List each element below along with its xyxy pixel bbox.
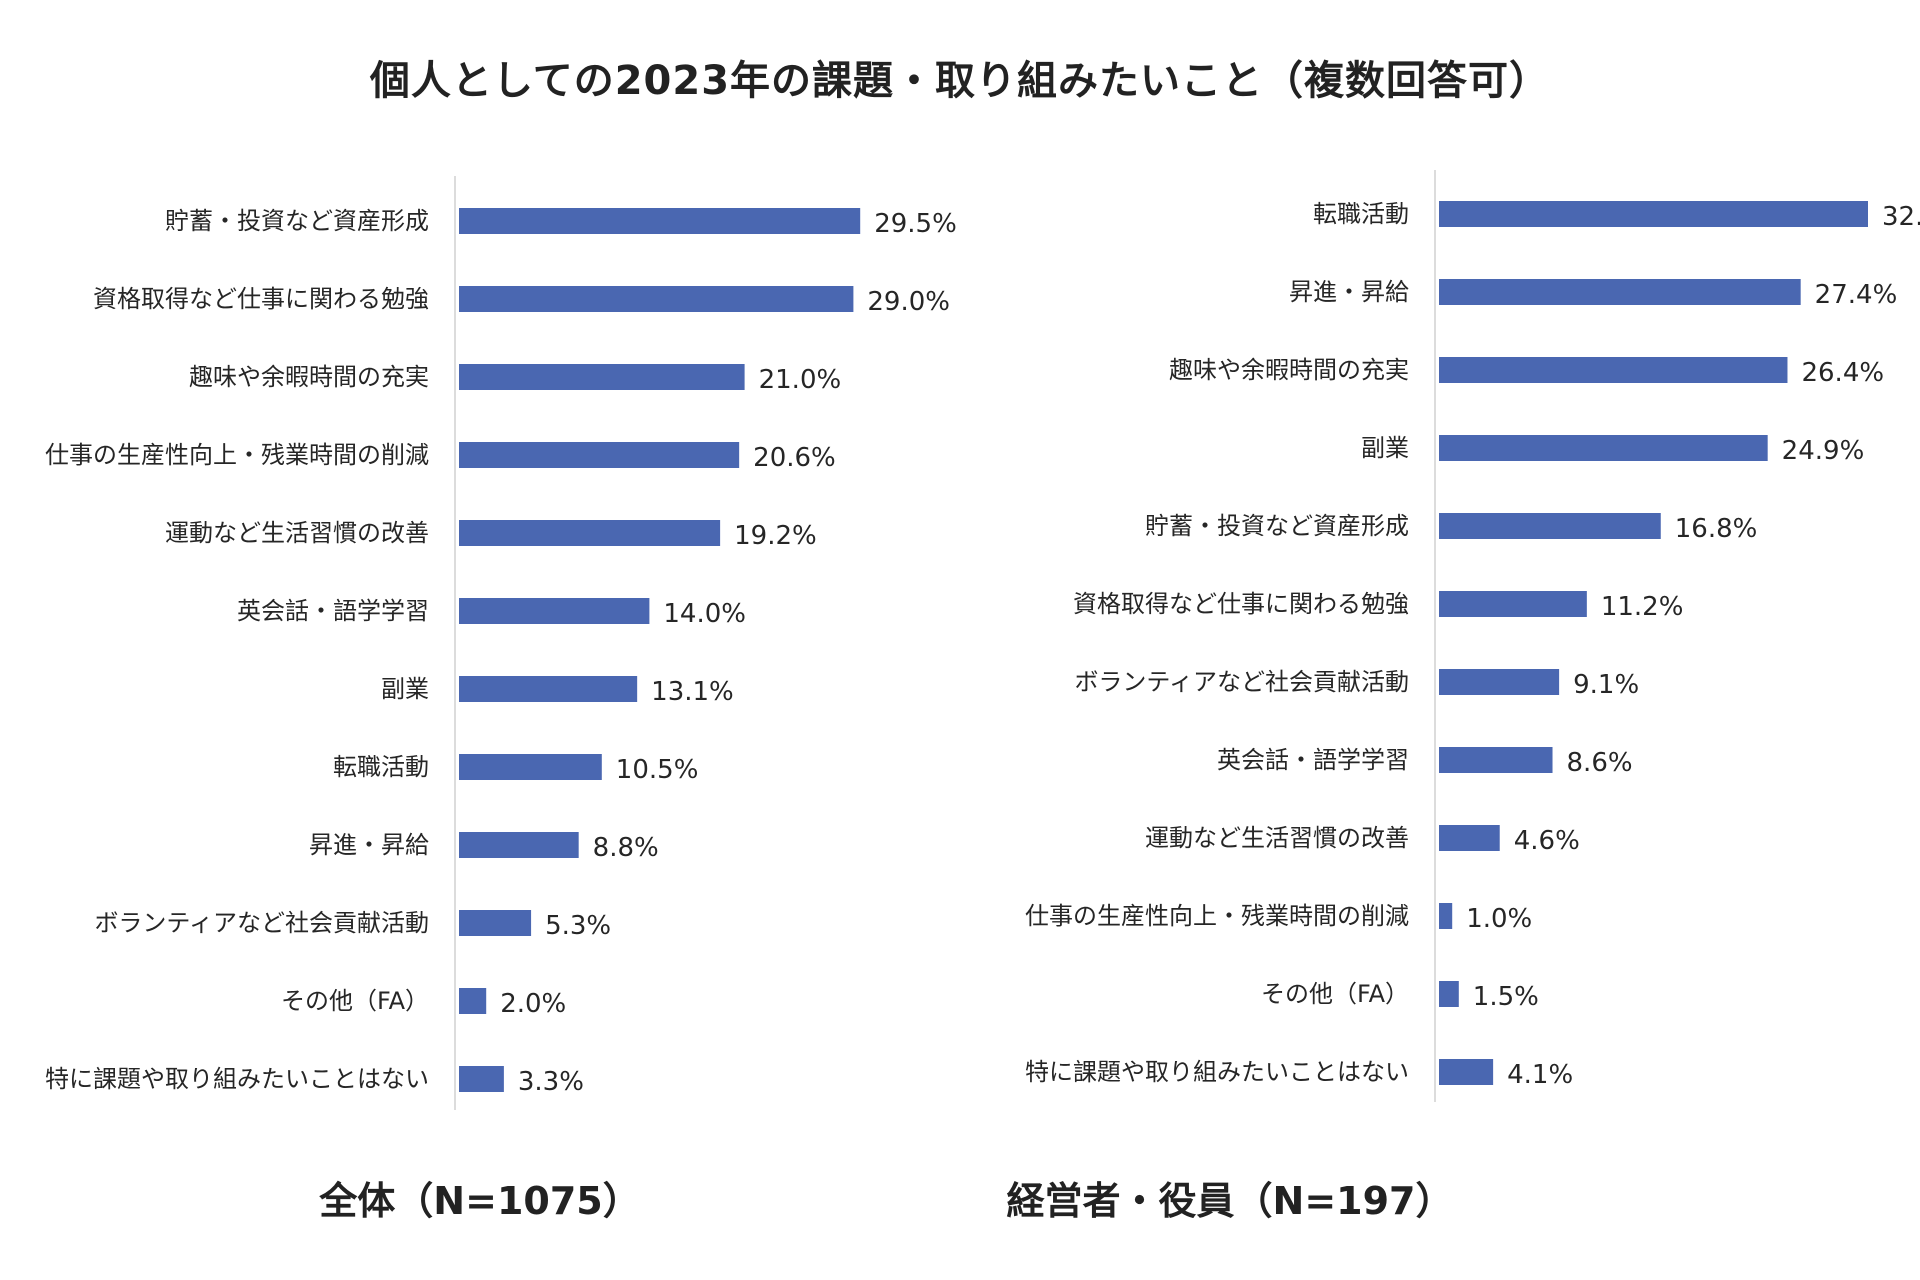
bar bbox=[459, 988, 487, 1014]
bar bbox=[459, 754, 602, 780]
bar bbox=[1439, 747, 1553, 773]
bar bbox=[1439, 513, 1661, 539]
bar bbox=[1439, 669, 1560, 695]
value-label: 3.3% bbox=[518, 1067, 584, 1097]
bar bbox=[1439, 201, 1868, 227]
bar bbox=[1439, 903, 1453, 929]
category-label: 資格取得など仕事に関わる勉強 bbox=[93, 285, 429, 313]
category-label: 転職活動 bbox=[333, 753, 429, 781]
value-label: 24.9% bbox=[1782, 436, 1865, 466]
bar bbox=[1439, 1059, 1494, 1085]
chart-title: 個人としての2023年の課題・取り組みたいこと（複数回答可） bbox=[369, 58, 1551, 104]
bar-chart-executives: 転職活動 32.5% 昇進・昇給 27.4% 趣味や余暇時間の充実 26.4% 副業 24.9… bbox=[1025, 170, 1920, 1102]
category-label: 資格取得など仕事に関わる勉強 bbox=[1073, 590, 1409, 618]
value-label: 19.2% bbox=[734, 521, 817, 551]
category-label: 趣味や余暇時間の充実 bbox=[189, 363, 429, 391]
category-label: 副業 bbox=[1361, 434, 1409, 462]
category-label: 貯蓄・投資など資産形成 bbox=[165, 207, 429, 235]
bar bbox=[459, 520, 721, 546]
value-label: 10.5% bbox=[616, 755, 699, 785]
category-label: ボランティアなど社会貢献活動 bbox=[1074, 668, 1409, 696]
category-label: 特に課題や取り組みたいことはない bbox=[1025, 1058, 1409, 1086]
value-label: 26.4% bbox=[1801, 358, 1884, 388]
bar bbox=[1439, 435, 1768, 461]
category-label: 英会話・語学学習 bbox=[237, 597, 429, 625]
category-label: 仕事の生産性向上・残業時間の削減 bbox=[1025, 902, 1409, 930]
bar bbox=[459, 208, 861, 234]
bar bbox=[459, 364, 745, 390]
bar bbox=[459, 442, 740, 468]
value-label: 16.8% bbox=[1675, 514, 1758, 544]
value-label: 1.5% bbox=[1473, 982, 1539, 1012]
category-label: 転職活動 bbox=[1313, 200, 1409, 228]
bar bbox=[1439, 981, 1459, 1007]
value-label: 13.1% bbox=[651, 677, 734, 707]
value-label: 14.0% bbox=[663, 599, 746, 629]
bar bbox=[1439, 279, 1801, 305]
chart-panel-all: 貯蓄・投資など資産形成 29.5% 資格取得など仕事に関わる勉強 29.0% 趣味や余暇… bbox=[0, 170, 960, 1120]
bar bbox=[1439, 357, 1788, 383]
bar bbox=[459, 832, 579, 858]
value-label: 21.0% bbox=[759, 365, 842, 395]
bar bbox=[459, 286, 854, 312]
chart-panel-executives: 転職活動 32.5% 昇進・昇給 27.4% 趣味や余暇時間の充実 26.4% 副業 24.9… bbox=[980, 170, 1920, 1120]
category-label: その他（FA） bbox=[281, 987, 429, 1015]
bar bbox=[459, 676, 638, 702]
value-label: 8.8% bbox=[593, 833, 659, 863]
value-label: 1.0% bbox=[1466, 904, 1532, 934]
value-label: 29.0% bbox=[867, 287, 950, 317]
value-label: 2.0% bbox=[500, 989, 566, 1019]
value-label: 11.2% bbox=[1601, 592, 1684, 622]
category-label: ボランティアなど社会貢献活動 bbox=[94, 909, 429, 937]
chart-subtitle-all: 全体（N=1075） bbox=[319, 1179, 641, 1223]
category-label: 趣味や余暇時間の充実 bbox=[1169, 356, 1409, 384]
bar bbox=[459, 598, 650, 624]
category-label: 運動など生活習慣の改善 bbox=[165, 519, 429, 547]
chart-subtitle-executives: 経営者・役員（N=197） bbox=[1006, 1179, 1454, 1223]
value-label: 32.5% bbox=[1882, 202, 1920, 232]
category-label: 貯蓄・投資など資産形成 bbox=[1145, 512, 1409, 540]
value-label: 20.6% bbox=[753, 443, 836, 473]
bar bbox=[1439, 825, 1500, 851]
category-label: その他（FA） bbox=[1261, 980, 1409, 1008]
value-label: 27.4% bbox=[1815, 280, 1898, 310]
category-label: 仕事の生産性向上・残業時間の削減 bbox=[45, 441, 429, 469]
bar-chart-all: 貯蓄・投資など資産形成 29.5% 資格取得など仕事に関わる勉強 29.0% 趣味や余暇… bbox=[45, 176, 957, 1110]
value-label: 4.6% bbox=[1514, 826, 1580, 856]
value-label: 8.6% bbox=[1567, 748, 1633, 778]
category-label: 昇進・昇給 bbox=[1289, 278, 1409, 306]
category-label: 運動など生活習慣の改善 bbox=[1145, 824, 1409, 852]
category-label: 英会話・語学学習 bbox=[1217, 746, 1409, 774]
value-label: 5.3% bbox=[545, 911, 611, 941]
value-label: 9.1% bbox=[1573, 670, 1639, 700]
bar bbox=[1439, 591, 1587, 617]
value-label: 4.1% bbox=[1507, 1060, 1573, 1090]
category-label: 特に課題や取り組みたいことはない bbox=[45, 1065, 429, 1093]
category-label: 昇進・昇給 bbox=[309, 831, 429, 859]
bar bbox=[459, 1066, 504, 1092]
category-label: 副業 bbox=[381, 675, 429, 703]
value-label: 29.5% bbox=[874, 209, 957, 239]
bar bbox=[459, 910, 532, 936]
